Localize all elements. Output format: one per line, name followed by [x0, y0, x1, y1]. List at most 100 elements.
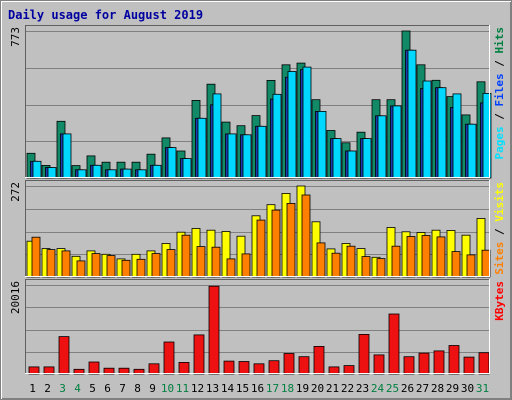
bar-pages-day-11 [182, 158, 192, 179]
x-tick-label-day-5: 5 [89, 382, 96, 395]
bar-sites-day-30 [466, 254, 476, 278]
bar-sites-day-16 [256, 219, 266, 278]
bar-pages-day-22 [347, 150, 357, 179]
x-tick-label-day-27: 27 [416, 382, 429, 395]
bar-sites-day-14 [226, 258, 236, 278]
bar-kbytes-day-11 [178, 361, 190, 375]
bar-kbytes-day-23 [358, 333, 370, 375]
bar-kbytes-day-20 [313, 345, 325, 375]
bar-sites-day-28 [436, 236, 446, 278]
bar-pages-day-27 [422, 80, 432, 179]
bar-pages-day-16 [257, 125, 267, 179]
legend-part: / [493, 107, 506, 127]
bar-sites-day-20 [316, 242, 326, 278]
bar-kbytes-day-17 [268, 360, 280, 375]
bar-pages-day-19 [302, 66, 312, 179]
bar-pages-day-26 [407, 49, 417, 179]
bar-sites-day-9 [151, 253, 161, 278]
panel-visits_sites: 272 Sites / Visits [9, 180, 506, 278]
bar-pages-day-14 [227, 133, 237, 179]
bar-kbytes-day-16 [253, 363, 265, 375]
bar-sites-day-18 [286, 202, 296, 278]
x-tick-label-day-4: 4 [74, 382, 81, 395]
bar-pages-day-30 [467, 123, 477, 179]
bar-kbytes-day-12 [193, 334, 205, 375]
bar-sites-day-21 [331, 252, 341, 278]
bar-pages-day-28 [437, 87, 447, 179]
bar-kbytes-day-26 [403, 356, 415, 375]
bar-pages-day-9 [152, 164, 162, 179]
bar-pages-day-6 [107, 169, 117, 179]
x-tick-label-day-18: 18 [281, 382, 294, 395]
legend-part: / [493, 54, 506, 74]
bar-sites-day-3 [61, 250, 71, 278]
x-tick-label-day-20: 20 [311, 382, 324, 395]
x-tick-label-day-30: 30 [461, 382, 474, 395]
bar-pages-day-23 [362, 138, 372, 179]
legend-part: Files [493, 73, 506, 106]
bar-pages-day-2 [47, 167, 57, 179]
bar-sites-day-2 [46, 249, 56, 278]
bar-kbytes-day-31 [478, 352, 490, 375]
x-tick-label-day-23: 23 [356, 382, 369, 395]
x-tick-label-day-16: 16 [251, 382, 264, 395]
x-tick-label-day-19: 19 [296, 382, 309, 395]
bar-sites-day-11 [181, 234, 191, 278]
bar-pages-day-15 [242, 134, 252, 179]
x-tick-label-day-31: 31 [476, 382, 489, 395]
x-tick-label-day-17: 17 [266, 382, 279, 395]
bar-sites-day-12 [196, 246, 206, 278]
y-max-label: 20016 [9, 281, 22, 314]
bar-sites-day-23 [361, 256, 371, 278]
bar-sites-day-10 [166, 249, 176, 278]
y-max-label: 272 [9, 182, 22, 202]
x-tick-label-day-22: 22 [341, 382, 354, 395]
x-tick-label-day-6: 6 [104, 382, 111, 395]
bar-pages-day-21 [332, 138, 342, 179]
bar-sites-day-15 [241, 253, 251, 278]
x-tick-label-day-26: 26 [401, 382, 414, 395]
bar-pages-day-24 [377, 115, 387, 179]
bar-pages-day-1 [32, 160, 42, 179]
bar-kbytes-day-30 [463, 356, 475, 375]
bar-pages-day-10 [167, 147, 177, 179]
bar-kbytes-day-22 [343, 365, 355, 375]
x-tick-label-day-12: 12 [191, 382, 204, 395]
bar-sites-day-4 [76, 260, 86, 278]
x-tick-label-day-7: 7 [119, 382, 126, 395]
x-tick-label-day-14: 14 [221, 382, 235, 395]
bar-kbytes-day-9 [148, 363, 160, 375]
x-tick-label-day-2: 2 [44, 382, 51, 395]
x-tick-label-day-10: 10 [161, 382, 174, 395]
bar-kbytes-day-19 [298, 356, 310, 375]
bar-sites-day-27 [421, 235, 431, 278]
legend-part: KBytes [493, 281, 506, 321]
series-legend-label: KBytes [493, 281, 506, 321]
chart-title: Daily usage for August 2019 [8, 8, 203, 22]
bar-pages-day-18 [287, 71, 297, 179]
bar-sites-day-8 [136, 258, 146, 278]
bar-pages-day-4 [77, 169, 87, 179]
bar-sites-day-7 [121, 259, 131, 278]
legend-part: Pages [493, 126, 506, 159]
bar-sites-day-22 [346, 245, 356, 278]
series-legend-label: Pages / Files / Hits [493, 27, 506, 160]
x-tick-label-day-1: 1 [29, 382, 36, 395]
bar-pages-day-12 [197, 117, 207, 179]
bar-kbytes-day-29 [448, 345, 460, 375]
x-tick-label-day-25: 25 [386, 382, 399, 395]
bar-pages-day-7 [122, 168, 132, 179]
bar-kbytes-day-13 [208, 285, 220, 375]
bar-pages-day-20 [317, 111, 327, 179]
bar-pages-day-17 [272, 93, 282, 179]
bar-kbytes-day-14 [223, 360, 235, 375]
bar-sites-day-24 [376, 258, 386, 278]
x-tick-label-day-9: 9 [149, 382, 156, 395]
bar-sites-day-13 [211, 246, 221, 278]
x-tick-label-day-11: 11 [176, 382, 189, 395]
bar-kbytes-day-5 [88, 361, 100, 375]
legend-part: Hits [493, 27, 506, 54]
bar-sites-day-6 [106, 255, 116, 278]
x-tick-label-day-15: 15 [236, 382, 249, 395]
